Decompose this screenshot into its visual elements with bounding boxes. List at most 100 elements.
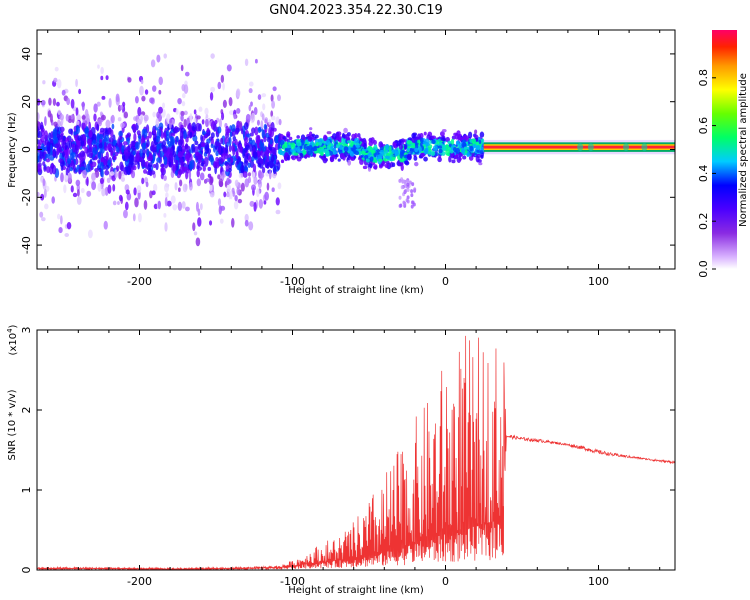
heatmap-cell	[48, 132, 52, 140]
heatmap-cell	[112, 139, 117, 146]
heatmap-cell	[462, 155, 467, 160]
heatmap-cell	[194, 140, 199, 146]
x-tick-label: -200	[127, 275, 152, 288]
heatmap-cell	[97, 182, 102, 192]
heatmap-cell	[187, 124, 192, 130]
heatmap-cell	[251, 184, 256, 191]
heatmap-cell	[54, 66, 59, 72]
heatmap-cell	[178, 139, 183, 146]
heatmap-cell	[236, 107, 241, 114]
heatmap-cell	[112, 200, 117, 206]
heatmap-cell	[231, 124, 236, 132]
heatmap-cell	[463, 146, 468, 150]
heatmap-cell	[233, 200, 239, 210]
heatmap-cell	[253, 176, 258, 185]
heatmap-cell	[371, 149, 376, 154]
heatmap-cell	[217, 81, 222, 90]
y-tick-label: 40	[20, 47, 33, 61]
heatmap-cell	[308, 144, 313, 151]
heatmap-cell	[169, 135, 174, 142]
heatmap-cell	[461, 142, 467, 148]
heatmap-cell	[133, 187, 137, 196]
heatmap-cell	[362, 137, 367, 144]
heatmap-cell	[623, 143, 630, 152]
heatmap-cell	[114, 169, 118, 179]
heatmap-cell	[177, 201, 183, 211]
heatmap-cell	[68, 140, 73, 150]
heatmap-cell	[143, 199, 148, 210]
heatmap-cell	[79, 150, 85, 158]
heatmap-cell	[403, 201, 407, 206]
spectrogram-x-label: Height of straight line (km)	[288, 285, 424, 296]
heatmap-cell	[178, 187, 181, 193]
heatmap-cell	[449, 149, 454, 154]
heatmap-cell	[264, 191, 269, 201]
heatmap-cell	[221, 153, 226, 163]
heatmap-cell	[253, 201, 257, 212]
heatmap-cell	[141, 177, 145, 185]
heatmap-cell	[249, 200, 255, 207]
heatmap-cell	[111, 123, 115, 130]
heatmap-cell	[250, 101, 253, 107]
heatmap-cell	[347, 159, 352, 166]
heatmap-cell	[153, 137, 157, 142]
heatmap-cell	[261, 146, 267, 152]
heatmap-cell	[445, 148, 450, 156]
heatmap-cell	[136, 130, 141, 136]
heatmap-cell	[103, 220, 108, 230]
heatmap-cell	[153, 183, 158, 192]
snr-y-ticks: 0 1 2 3	[20, 327, 675, 574]
heatmap-cell	[244, 219, 249, 227]
heatmap-cell	[191, 143, 196, 153]
heatmap-cell	[87, 229, 93, 239]
heatmap-cell	[243, 122, 249, 131]
heatmap-cell	[363, 142, 367, 150]
snr-y-label: SNR (10 * v/v)	[7, 389, 18, 460]
heatmap-cell	[260, 120, 264, 130]
heatmap-cell	[179, 179, 183, 187]
heatmap-cell	[88, 121, 92, 131]
heatmap-cell	[400, 185, 404, 190]
heatmap-cell	[49, 156, 55, 161]
heatmap-cell	[257, 94, 262, 101]
heatmap-cell	[451, 159, 456, 164]
heatmap-cell	[420, 152, 426, 158]
heatmap-cell	[114, 151, 119, 157]
heatmap-cell	[406, 140, 412, 145]
heatmap-cell	[391, 156, 396, 161]
heatmap-cell	[78, 88, 82, 95]
heatmap-cell	[215, 156, 219, 162]
heatmap-cell	[163, 53, 167, 59]
heatmap-cell	[188, 181, 193, 191]
heatmap-cell	[234, 138, 238, 146]
heatmap-cell	[44, 116, 47, 127]
heatmap-cell	[65, 175, 68, 180]
heatmap-cell	[120, 176, 125, 182]
heatmap-cell	[150, 141, 155, 150]
heatmap-cell	[169, 118, 173, 124]
heatmap-cell	[467, 131, 473, 139]
colorbar-tick-label: 0.2	[697, 212, 710, 230]
heatmap-cell	[409, 147, 414, 155]
heatmap-cell	[307, 150, 313, 156]
heatmap-cell	[249, 159, 255, 168]
heatmap-cell	[37, 191, 40, 197]
heatmap-cell	[174, 170, 178, 176]
heatmap-cell	[247, 155, 252, 163]
heatmap-cell	[205, 118, 209, 128]
heatmap-cell	[398, 178, 402, 183]
heatmap-cell	[103, 141, 107, 151]
heatmap-cell	[307, 136, 313, 142]
heatmap-cell	[297, 149, 301, 153]
heatmap-cell	[181, 93, 186, 99]
heatmap-cell	[275, 209, 281, 215]
heatmap-cell	[270, 154, 275, 163]
heatmap-cell	[152, 111, 156, 118]
heatmap-cell	[81, 133, 87, 142]
x-tick-label: 0	[442, 575, 449, 588]
heatmap-cell	[165, 192, 169, 199]
heatmap-cell	[199, 172, 205, 181]
snr-y-scale-label: (x104)	[6, 324, 19, 355]
heatmap-cell	[224, 137, 228, 145]
heatmap-cell	[193, 231, 198, 236]
